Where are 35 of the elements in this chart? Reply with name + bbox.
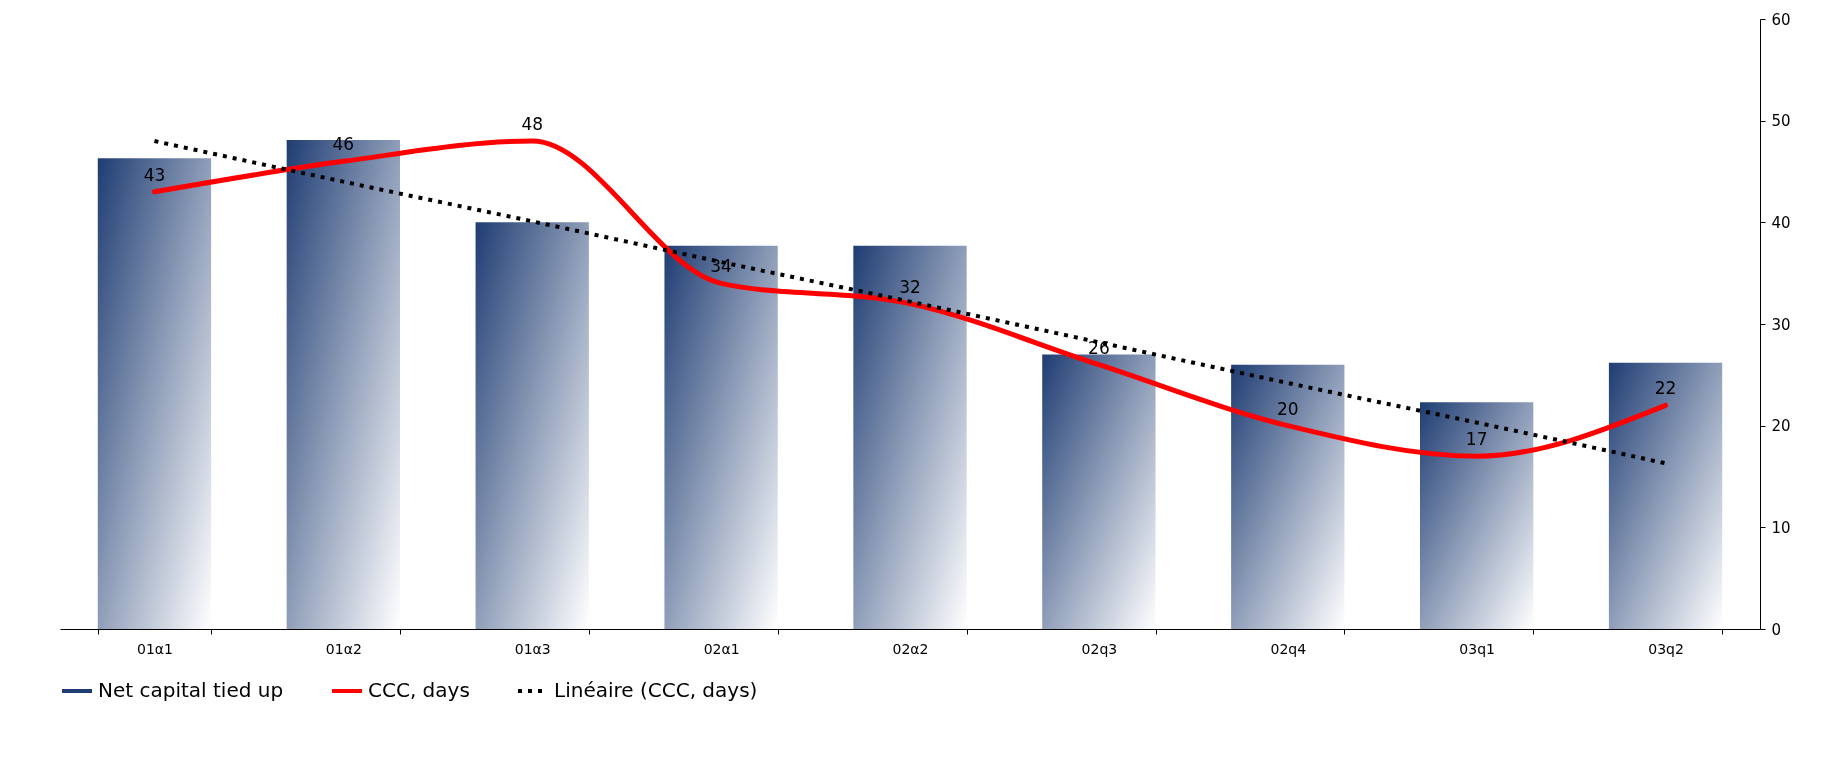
bar	[475, 222, 589, 629]
data-label: 22	[1654, 378, 1677, 399]
x-tick-label: 03q1	[1459, 640, 1495, 657]
x-tick-label: 02q3	[1081, 640, 1118, 657]
data-label: 20	[1276, 398, 1299, 419]
y-tick-label: 0	[1771, 620, 1782, 639]
y-tick-label: 40	[1771, 213, 1791, 232]
bar	[1420, 402, 1534, 629]
x-tick-label: 02q4	[1270, 640, 1307, 657]
x-tick-label: 03q2	[1648, 640, 1684, 657]
data-label: 48	[521, 114, 544, 134]
bar	[286, 139, 400, 629]
bar	[97, 158, 212, 629]
x-tick-label: 02α2	[892, 640, 929, 657]
x-tick-label: 01α2	[325, 640, 362, 657]
data-label: 32	[899, 276, 921, 297]
bar	[664, 245, 778, 629]
legend-label: Linéaire (CCC, days)	[554, 678, 758, 702]
y-tick-label: 30	[1771, 315, 1791, 334]
bar	[853, 245, 967, 629]
x-tick-label: 02α1	[703, 640, 740, 657]
x-tick-label: 01α1	[136, 640, 173, 657]
x-tick-label: 01α3	[514, 640, 551, 657]
y-tick-label: 60	[1771, 10, 1791, 29]
data-label: 17	[1465, 429, 1488, 450]
bar	[1042, 354, 1156, 629]
y-tick-label: 10	[1771, 518, 1791, 537]
y-tick-label: 20	[1771, 417, 1791, 436]
legend-label: CCC, days	[368, 678, 470, 702]
data-label: 46	[332, 134, 355, 155]
legend-label: Net capital tied up	[98, 678, 284, 702]
bar	[1231, 364, 1345, 629]
data-label: 43	[143, 164, 166, 185]
bar	[1608, 362, 1723, 629]
y-tick-label: 50	[1771, 112, 1791, 131]
